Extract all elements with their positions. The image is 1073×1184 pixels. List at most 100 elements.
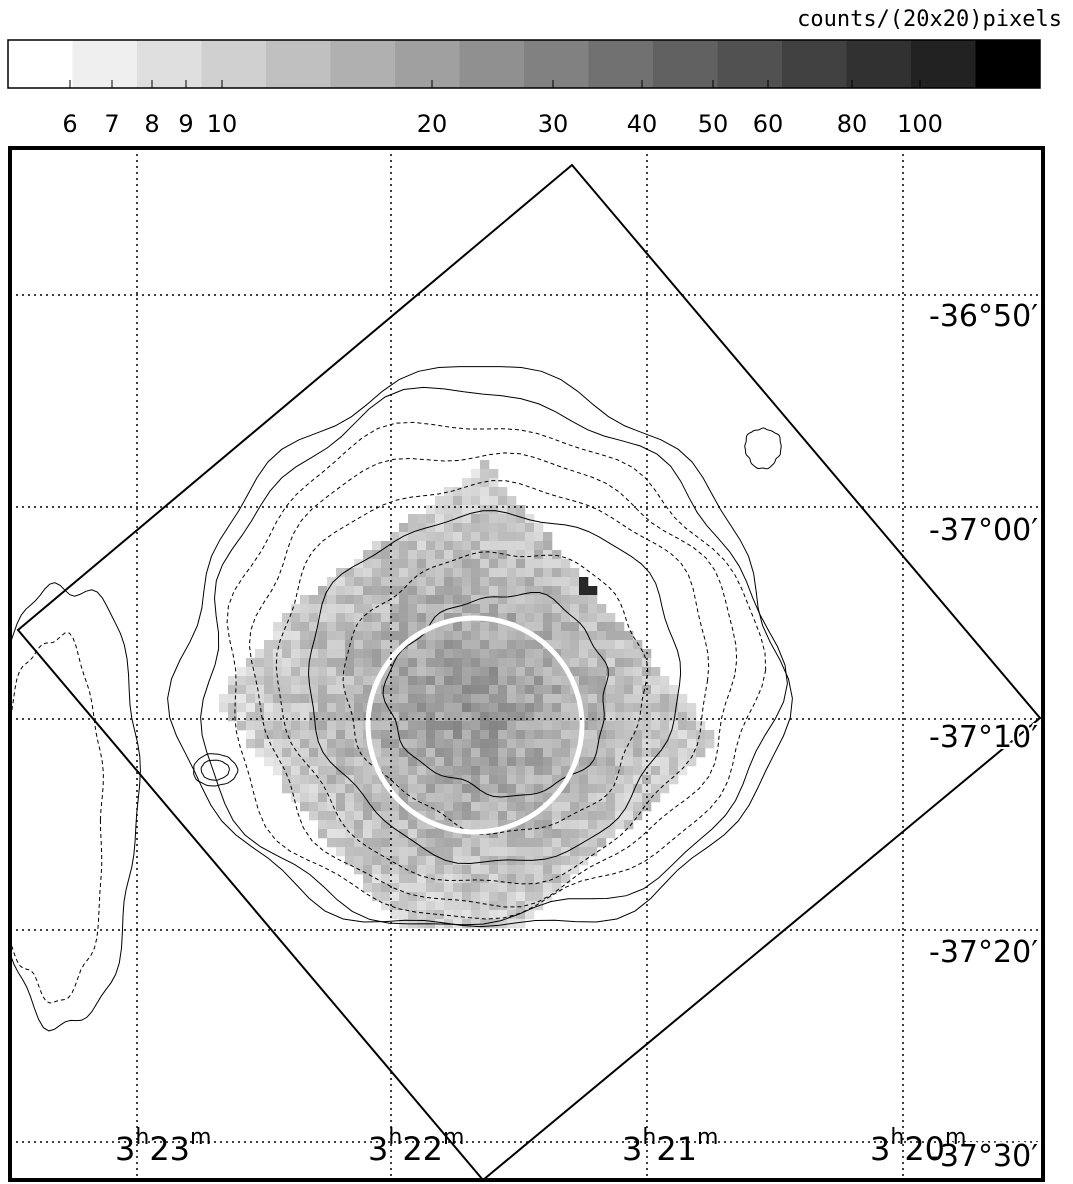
image-pixel [669, 757, 679, 767]
image-pixel [507, 577, 517, 587]
image-pixel [462, 775, 472, 785]
image-pixel [426, 676, 436, 686]
image-pixel [480, 550, 490, 560]
image-pixel [489, 784, 499, 794]
image-pixel [570, 586, 580, 596]
image-pixel [390, 712, 400, 722]
image-pixel [525, 667, 535, 677]
image-pixel [687, 739, 697, 749]
image-pixel [498, 766, 508, 776]
image-pixel [408, 739, 418, 749]
image-pixel [480, 676, 490, 686]
image-pixel [246, 658, 256, 668]
image-pixel [381, 883, 391, 893]
image-pixel [462, 820, 472, 830]
image-pixel [606, 757, 616, 767]
image-pixel [282, 613, 292, 623]
image-pixel [390, 811, 400, 821]
image-pixel [354, 577, 364, 587]
image-pixel [507, 640, 517, 650]
image-pixel [525, 658, 535, 668]
image-pixel [435, 595, 445, 605]
image-pixel [435, 703, 445, 713]
image-pixel [381, 613, 391, 623]
colorbar-swatch [717, 40, 783, 88]
image-pixel [255, 676, 265, 686]
image-pixel [498, 883, 508, 893]
image-pixel [273, 721, 283, 731]
image-pixel [516, 829, 526, 839]
image-pixel [435, 667, 445, 677]
image-pixel [669, 766, 679, 776]
image-pixel [597, 712, 607, 722]
image-pixel [282, 694, 292, 704]
image-pixel [336, 667, 346, 677]
image-pixel [417, 856, 427, 866]
image-pixel [615, 694, 625, 704]
image-pixel [300, 658, 310, 668]
image-pixel [534, 676, 544, 686]
image-pixel [489, 739, 499, 749]
image-pixel [633, 676, 643, 686]
image-pixel [570, 739, 580, 749]
image-pixel [417, 793, 427, 803]
image-pixel [390, 847, 400, 857]
image-pixel [435, 775, 445, 785]
image-pixel [525, 649, 535, 659]
image-pixel [345, 838, 355, 848]
image-pixel [489, 712, 499, 722]
image-pixel [516, 784, 526, 794]
image-pixel [516, 811, 526, 821]
image-pixel [345, 694, 355, 704]
image-pixel [615, 784, 625, 794]
image-pixel [453, 658, 463, 668]
image-pixel [453, 505, 463, 515]
image-pixel [597, 676, 607, 686]
image-pixel [507, 649, 517, 659]
image-pixel [525, 892, 535, 902]
contour [226, 421, 767, 920]
image-pixel [309, 631, 319, 641]
image-pixel [462, 667, 472, 677]
image-pixel [471, 694, 481, 704]
image-pixel [426, 550, 436, 560]
image-pixel [453, 604, 463, 614]
image-pixel [426, 766, 436, 776]
image-pixel [354, 847, 364, 857]
image-pixel [579, 595, 589, 605]
image-pixel [417, 784, 427, 794]
image-pixel [399, 811, 409, 821]
image-pixel [462, 910, 472, 920]
image-pixel [462, 802, 472, 812]
image-pixel [453, 748, 463, 758]
image-pixel [651, 703, 661, 713]
image-pixel [516, 640, 526, 650]
image-pixel [282, 631, 292, 641]
image-pixel [363, 595, 373, 605]
image-pixel [651, 757, 661, 767]
image-pixel [381, 604, 391, 614]
image-pixel [363, 604, 373, 614]
image-pixel [552, 730, 562, 740]
image-pixel [318, 802, 328, 812]
image-pixel [561, 613, 571, 623]
image-pixel [426, 865, 436, 875]
image-pixel [480, 712, 490, 722]
image-pixel [327, 820, 337, 830]
image-pixel [327, 811, 337, 821]
image-pixel [480, 910, 490, 920]
image-pixel [543, 694, 553, 704]
image-pixel [498, 667, 508, 677]
image-pixel [435, 649, 445, 659]
colorbar-swatch [846, 40, 912, 88]
image-pixel [426, 847, 436, 857]
image-pixel [318, 793, 328, 803]
image-pixel [579, 757, 589, 767]
image-pixel [300, 775, 310, 785]
image-pixel [525, 694, 535, 704]
dec-label: -37°10′ [929, 720, 1038, 755]
image-pixel [336, 613, 346, 623]
image-pixel [516, 820, 526, 830]
image-pixel [282, 775, 292, 785]
ra-label: 3h21m [622, 1125, 718, 1168]
